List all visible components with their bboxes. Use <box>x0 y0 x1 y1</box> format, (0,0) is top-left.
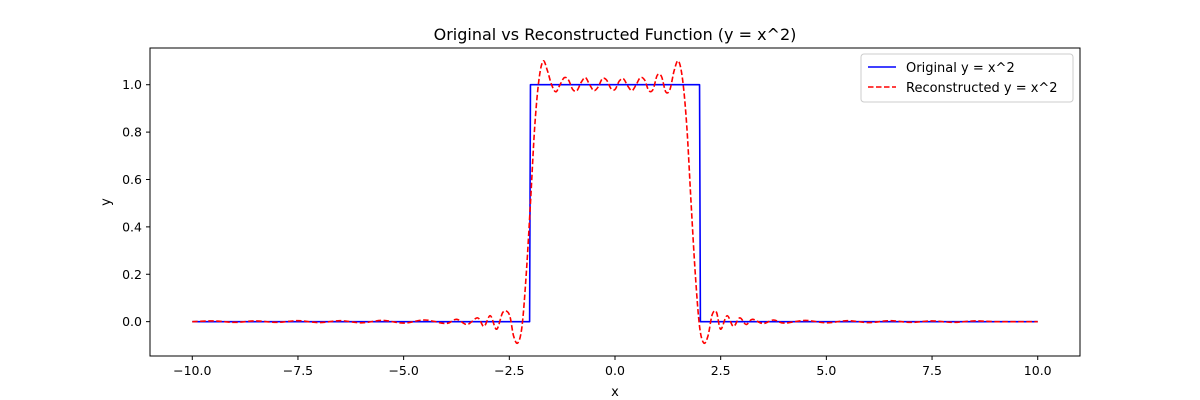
y-tick-label: 0.0 <box>122 314 142 329</box>
y-tick-label: 1.0 <box>122 77 142 92</box>
series-line-reconstructed <box>192 59 1038 345</box>
x-tick-label: −7.5 <box>283 363 313 378</box>
legend-label-original: Original y = x^2 <box>906 61 1015 76</box>
legend: Original y = x^2 Reconstructed y = x^2 <box>860 53 1074 103</box>
y-tick-label: 0.8 <box>122 125 142 140</box>
x-tick-label: 7.5 <box>922 363 942 378</box>
series-line-original <box>192 83 1038 323</box>
chart-title: Original vs Reconstructed Function (y = … <box>434 25 797 44</box>
legend-label-reconstructed: Reconstructed y = x^2 <box>906 81 1058 96</box>
x-tick-label: 10.0 <box>1024 363 1052 378</box>
x-tick-label: −5.0 <box>388 363 418 378</box>
x-tick-label: −10.0 <box>173 363 211 378</box>
y-axis-label: y <box>99 198 114 206</box>
y-axis: 0.0 0.2 0.4 0.6 0.8 1.0 <box>122 77 150 329</box>
x-axis-label: x <box>611 385 619 400</box>
y-tick-label: 0.2 <box>122 267 142 282</box>
y-tick-label: 0.6 <box>122 172 142 187</box>
x-tick-label: 2.5 <box>711 363 731 378</box>
x-tick-label: −2.5 <box>494 363 524 378</box>
x-axis: −10.0 −7.5 −5.0 −2.5 0.0 2.5 5.0 7.5 10.0 <box>173 356 1052 378</box>
x-tick-label: 5.0 <box>816 363 836 378</box>
y-tick-label: 0.4 <box>122 219 142 234</box>
series-layer <box>192 59 1038 345</box>
x-tick-label: 0.0 <box>605 363 625 378</box>
legend-box <box>860 53 1074 103</box>
